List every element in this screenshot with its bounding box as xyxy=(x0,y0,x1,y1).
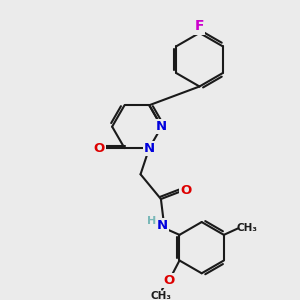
Text: O: O xyxy=(180,184,191,197)
Text: N: N xyxy=(156,120,167,133)
Text: N: N xyxy=(144,142,155,154)
Text: CH₃: CH₃ xyxy=(151,291,172,300)
Text: O: O xyxy=(163,274,174,287)
Text: H: H xyxy=(147,217,156,226)
Text: N: N xyxy=(157,219,168,232)
Text: CH₃: CH₃ xyxy=(237,223,258,233)
Text: O: O xyxy=(94,142,105,154)
Text: F: F xyxy=(195,20,204,34)
